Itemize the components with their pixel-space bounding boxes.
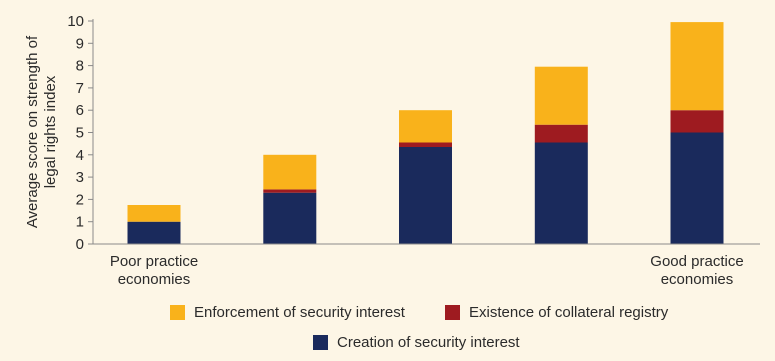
y-tick-label: 10 (67, 13, 84, 30)
y-tick-label: 1 (76, 214, 84, 231)
legend-swatch (313, 335, 328, 350)
y-axis: 0 1 2 3 4 5 6 7 8 9 10 (67, 13, 94, 253)
x-category-label: Poor practice (110, 253, 198, 270)
y-tick-label: 7 (76, 80, 84, 97)
bar-segment (534, 142, 588, 244)
bar-segment (670, 132, 724, 244)
x-category-label: Good practice (650, 253, 743, 270)
x-category-label: economies (661, 271, 734, 288)
bar-segment (670, 22, 724, 111)
y-axis-title: Average score on strength oflegal rights… (24, 35, 59, 228)
bar-segment (399, 110, 452, 143)
legend-label: Existence of collateral registry (469, 304, 669, 321)
y-tick-label: 0 (76, 236, 84, 253)
legend: Enforcement of security interest Existenc… (170, 304, 669, 351)
bar-segment (399, 147, 452, 244)
legend-label: Creation of security interest (337, 334, 520, 351)
bar-segment (263, 192, 317, 244)
bar-segment (263, 154, 317, 190)
y-tick-label: 2 (76, 191, 84, 208)
bars (127, 22, 724, 244)
bar-segment (534, 66, 588, 125)
x-category-label: economies (118, 271, 191, 288)
y-axis-title-line: legal rights index (42, 75, 59, 188)
bar-segment (127, 221, 181, 244)
y-tick-label: 9 (76, 35, 84, 52)
legend-swatch (445, 305, 460, 320)
y-tick-label: 4 (76, 147, 84, 164)
bar-segment (670, 110, 724, 133)
y-tick-label: 8 (76, 58, 84, 75)
bar-segment (263, 189, 317, 193)
y-tick-label: 5 (76, 125, 84, 142)
bar-segment (399, 142, 452, 147)
legend-label: Enforcement of security interest (194, 304, 406, 321)
y-axis-title-line: Average score on strength of (24, 35, 41, 228)
y-tick-label: 3 (76, 169, 84, 186)
legend-swatch (170, 305, 185, 320)
bar-segment (534, 124, 588, 143)
bar-segment (127, 205, 181, 222)
y-tick-label: 6 (76, 102, 84, 119)
